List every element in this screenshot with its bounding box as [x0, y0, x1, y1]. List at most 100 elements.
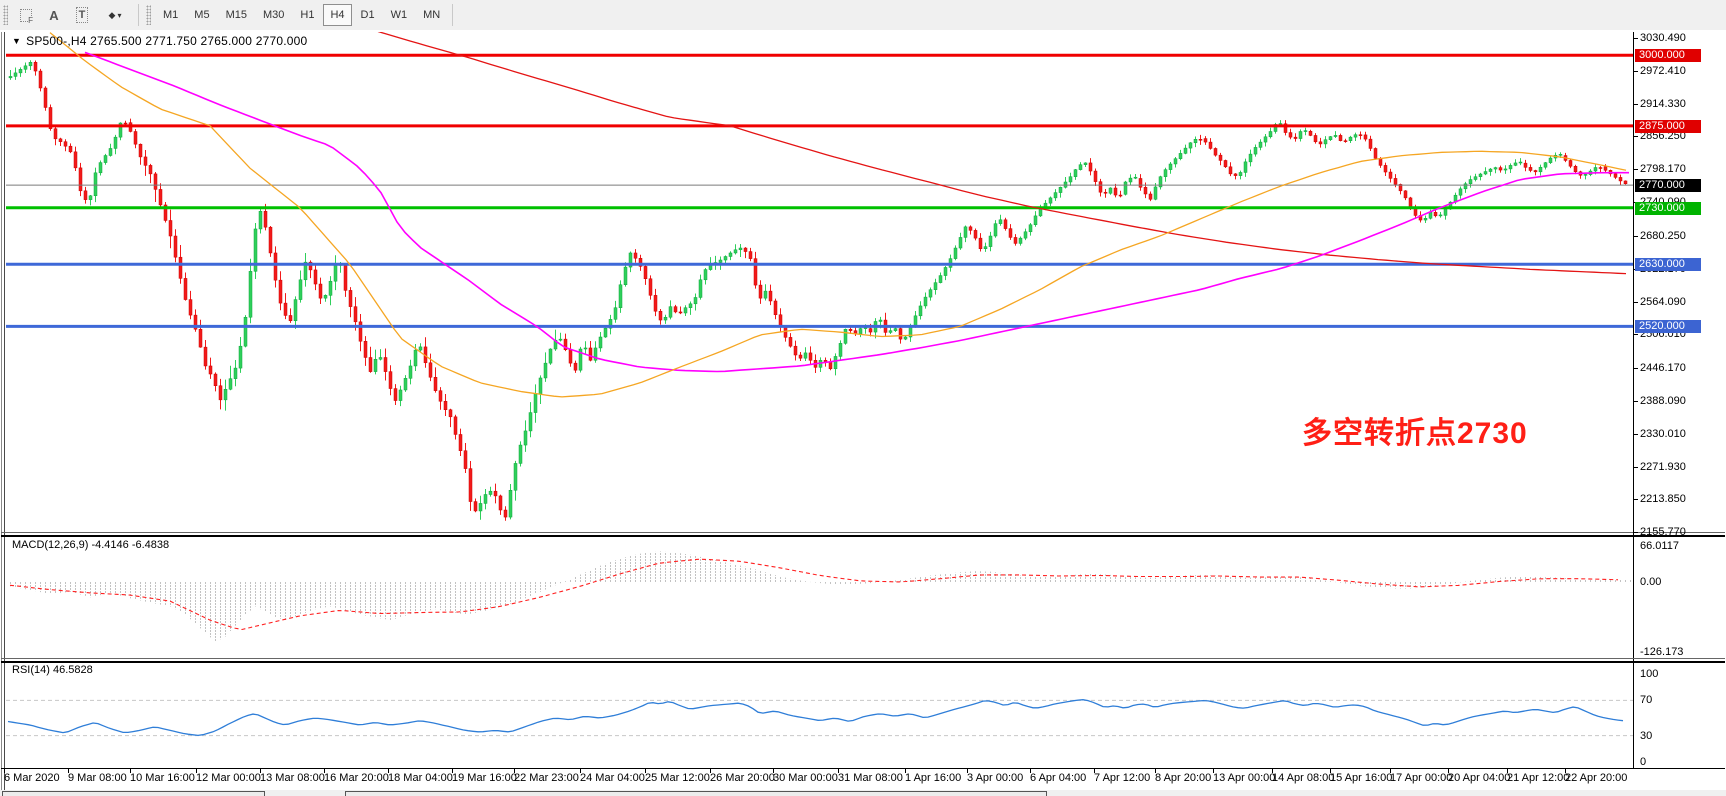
- time-tick-mark: [1155, 769, 1156, 773]
- time-tick-mark: [260, 769, 261, 773]
- time-tick-mark: [4, 769, 5, 773]
- text-box-icon: T: [76, 7, 88, 23]
- price-tick-mark: [1633, 434, 1638, 435]
- indicator-tick-label: -126.173: [1640, 646, 1684, 658]
- bottom-tab-segment-2[interactable]: [345, 791, 1047, 796]
- price-tick-mark: [1633, 467, 1638, 468]
- price-tick-label: 2330.010: [1640, 428, 1686, 440]
- indicator-tick-label: 0.00: [1640, 576, 1662, 588]
- time-tick-mark: [838, 769, 839, 773]
- time-tick-mark: [645, 769, 646, 773]
- price-level-badge: 3000.000: [1635, 49, 1701, 62]
- timeframe-d1[interactable]: D1: [354, 4, 382, 26]
- time-tick-mark: [967, 769, 968, 773]
- bottom-tab-segment[interactable]: [2, 791, 265, 796]
- text-label-button[interactable]: A: [41, 3, 67, 27]
- time-tick-label: 16 Mar 20:00: [324, 772, 389, 784]
- time-tick-mark: [1565, 769, 1566, 773]
- chart-shift-button[interactable]: F: [13, 3, 39, 27]
- toolbar-separator: [138, 4, 139, 26]
- toolbar: F A T ◆ ▾ M1 M5 M15 M30 H1 H4 D1 W1 MN: [0, 0, 1726, 31]
- macd-label: MACD(12,26,9) -4.4146 -6.4838: [12, 539, 170, 551]
- timeframe-mn[interactable]: MN: [416, 4, 447, 26]
- rsi-separator-top[interactable]: [1, 658, 1725, 659]
- time-tick-mark: [324, 769, 325, 773]
- price-tick-label: 2213.850: [1640, 493, 1686, 505]
- time-tick-label: 1 Apr 16:00: [905, 772, 962, 784]
- time-tick-mark: [1213, 769, 1214, 773]
- time-tick-label: 14 Apr 08:00: [1272, 772, 1335, 784]
- price-tick-mark: [1633, 368, 1638, 369]
- toolbar-drag-handle-2[interactable]: [146, 5, 151, 25]
- time-tick-mark: [196, 769, 197, 773]
- time-tick-label: 24 Mar 04:00: [580, 772, 645, 784]
- price-tick-mark: [1633, 499, 1638, 500]
- timeframe-w1[interactable]: W1: [384, 4, 415, 26]
- shapes-icon: ◆: [108, 9, 116, 20]
- macd-separator-top[interactable]: [1, 532, 1725, 533]
- price-tick-mark: [1633, 334, 1638, 335]
- timeframe-group: M1 M5 M15 M30 H1 H4 D1 W1 MN: [155, 4, 448, 26]
- macd-separator[interactable]: [1, 535, 1725, 537]
- time-tick-label: 13 Mar 08:00: [260, 772, 325, 784]
- time-tick-mark: [1094, 769, 1095, 773]
- chevron-down-icon: ▾: [117, 10, 122, 20]
- price-tick-label: 2972.410: [1640, 65, 1686, 77]
- toolbar-separator-2: [452, 4, 454, 26]
- time-tick-label: 6 Apr 04:00: [1030, 772, 1087, 784]
- timeframe-m15[interactable]: M15: [219, 4, 254, 26]
- price-tick-mark: [1633, 302, 1638, 303]
- text-object-button[interactable]: T: [69, 3, 95, 27]
- price-tick-label: 2914.330: [1640, 98, 1686, 110]
- price-level-badge: 2730.000: [1635, 202, 1701, 215]
- price-tick-label: 2388.090: [1640, 395, 1686, 407]
- price-tick-mark: [1633, 104, 1638, 105]
- timeframe-h4[interactable]: H4: [323, 4, 352, 26]
- time-tick-mark: [1390, 769, 1391, 773]
- time-tick-mark: [452, 769, 453, 773]
- time-tick-label: 26 Mar 20:00: [710, 772, 775, 784]
- time-tick-mark: [68, 769, 69, 773]
- price-level-badge: 2875.000: [1635, 120, 1701, 133]
- timeframe-h1[interactable]: H1: [293, 4, 321, 26]
- rsi-separator[interactable]: [1, 661, 1725, 663]
- time-tick-label: 18 Mar 04:00: [388, 772, 453, 784]
- bottom-strip: [0, 790, 1726, 796]
- price-tick-label: 2856.250: [1640, 130, 1686, 142]
- timeframe-m5[interactable]: M5: [187, 4, 216, 26]
- time-tick-mark: [1507, 769, 1508, 773]
- time-tick-label: 9 Mar 08:00: [68, 772, 127, 784]
- shapes-button[interactable]: ◆ ▾: [97, 3, 133, 27]
- chart-canvas[interactable]: [0, 30, 1726, 796]
- time-tick-label: 3 Apr 00:00: [967, 772, 1024, 784]
- rsi-label: RSI(14) 46.5828: [12, 664, 93, 676]
- time-tick-mark: [710, 769, 711, 773]
- indicator-tick-label: 30: [1640, 729, 1653, 742]
- dropdown-triangle-icon[interactable]: ▼: [12, 36, 22, 46]
- time-tick-mark: [905, 769, 906, 773]
- time-tick-label: 6 Mar 2020: [4, 772, 60, 784]
- time-tick-label: 19 Mar 16:00: [452, 772, 517, 784]
- time-tick-label: 31 Mar 08:00: [838, 772, 903, 784]
- price-axis-separator: [1633, 32, 1634, 769]
- time-tick-label: 22 Mar 23:00: [514, 772, 579, 784]
- price-tick-label: 2446.170: [1640, 362, 1686, 374]
- time-tick-label: 15 Apr 16:00: [1330, 772, 1393, 784]
- toolbar-drag-handle[interactable]: [3, 5, 8, 25]
- price-level-badge: 2630.000: [1635, 258, 1701, 271]
- timeframe-m30[interactable]: M30: [256, 4, 291, 26]
- chart-annotation[interactable]: 多空转折点2730: [1302, 417, 1528, 450]
- chart-title: ▼ SP500-,H4 2765.500 2771.750 2765.000 27…: [12, 34, 307, 48]
- window-left-border: [1, 32, 2, 790]
- price-tick-mark: [1633, 136, 1638, 137]
- time-tick-mark: [130, 769, 131, 773]
- price-tick-mark: [1633, 169, 1638, 170]
- time-tick-mark: [1030, 769, 1031, 773]
- timeframe-m1[interactable]: M1: [156, 4, 185, 26]
- price-tick-label: 2798.170: [1640, 163, 1686, 175]
- time-tick-mark: [388, 769, 389, 773]
- time-tick-label: 17 Apr 00:00: [1390, 772, 1453, 784]
- price-tick-label: 2680.250: [1640, 230, 1686, 242]
- symbol-ohlc-text: SP500-,H4 2765.500 2771.750 2765.000 277…: [26, 34, 308, 48]
